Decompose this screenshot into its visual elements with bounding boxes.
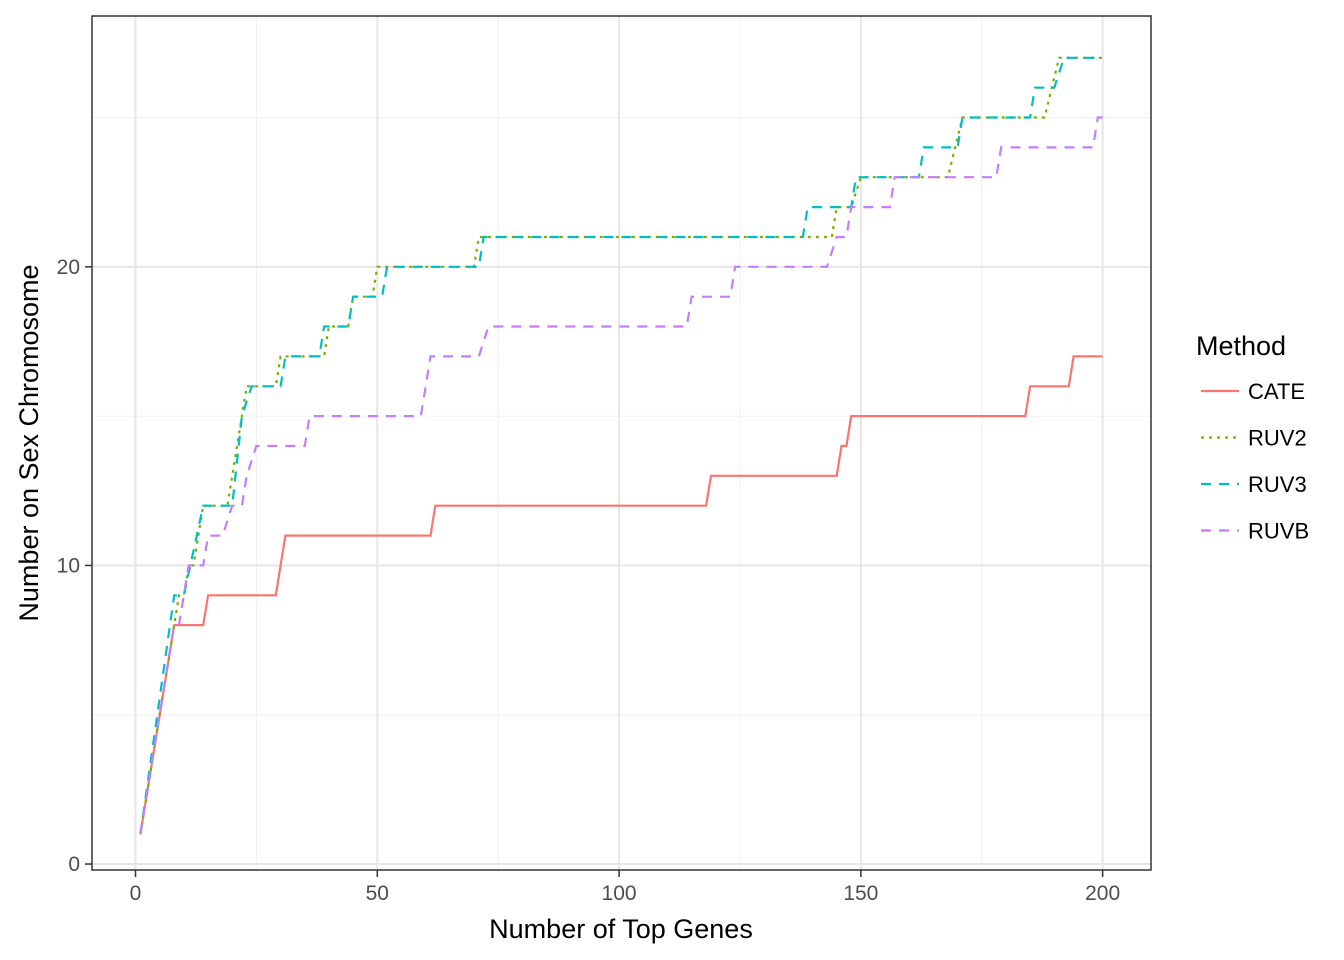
- legend: Method CATE RUV2 RUV3 RUVB: [1196, 331, 1309, 544]
- y-tick-label: 10: [57, 554, 80, 577]
- legend-label-ruvb: RUVB: [1248, 519, 1309, 544]
- series-layer: [139, 56, 1103, 835]
- x-axis: 0 50 100 150 200: [130, 870, 1120, 905]
- plot-panel: [92, 16, 1151, 870]
- series-line-ruvb: [139, 116, 1103, 835]
- legend-label-ruv3: RUV3: [1248, 472, 1307, 497]
- series-line-ruv2: [139, 56, 1103, 835]
- x-tick-label: 0: [130, 882, 142, 905]
- x-tick-label: 50: [366, 882, 389, 905]
- grid-lines: [92, 16, 1151, 870]
- x-tick-label: 200: [1085, 882, 1120, 905]
- x-tick-label: 100: [602, 882, 637, 905]
- x-axis-title: Number of Top Genes: [489, 914, 753, 944]
- y-tick-label: 20: [57, 256, 80, 279]
- y-axis: 0 10 20: [57, 256, 92, 876]
- y-axis-title: Number on Sex Chromosome: [14, 264, 44, 621]
- series-line-ruv3: [139, 56, 1103, 835]
- legend-label-ruv2: RUV2: [1248, 426, 1307, 451]
- legend-title: Method: [1196, 331, 1286, 361]
- legend-label-cate: CATE: [1248, 379, 1305, 404]
- series-line-cate: [139, 355, 1103, 835]
- plot-border: [91, 15, 1152, 871]
- y-tick-label: 0: [68, 853, 80, 876]
- x-tick-label: 150: [843, 882, 878, 905]
